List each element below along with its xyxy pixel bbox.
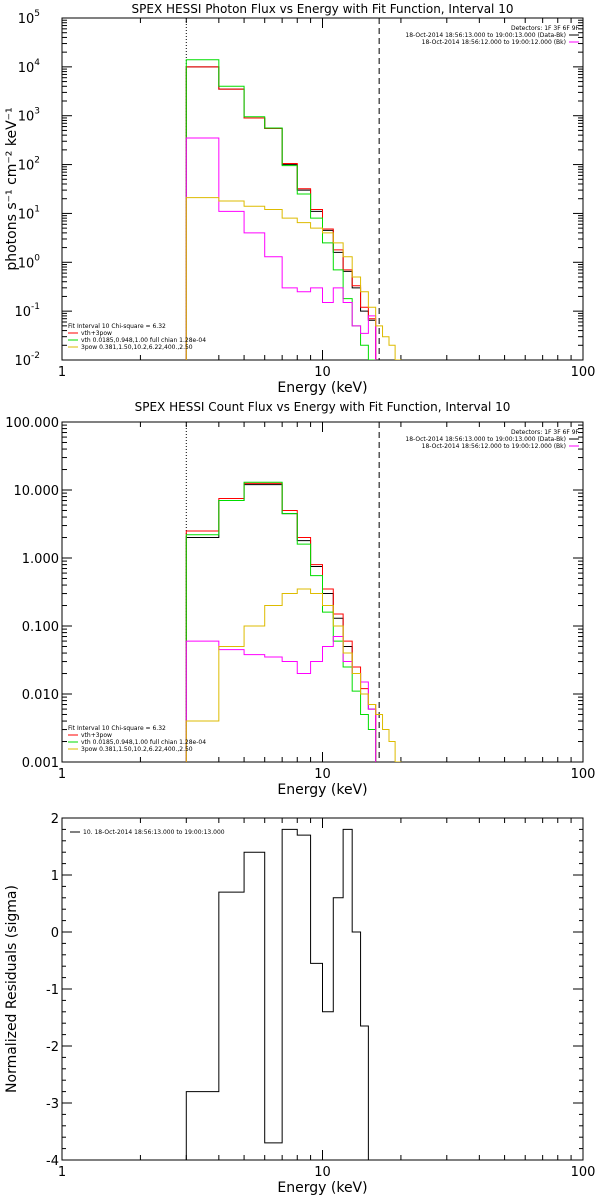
legend-header: Detectors: 1F 3F 6F 9F	[511, 429, 580, 436]
series-line-3	[185, 59, 377, 360]
series-group	[185, 828, 377, 1160]
x-tick-label: 10	[314, 1165, 331, 1180]
y-tick-exponent: -1	[31, 302, 40, 312]
y-tick-label: 100	[18, 253, 41, 271]
legend-entry: vth 0.0185,0.948,1.00 full chian 1.28e-0…	[81, 739, 206, 746]
x-tick-label: 1	[58, 365, 66, 380]
y-tick-base: 10	[18, 110, 35, 125]
y-tick-exponent: 0	[34, 253, 40, 263]
chart-panel-2: SPEX HESSI Count Flux vs Energy with Fit…	[5, 400, 595, 798]
legend-entry: 3pow 0.381,1.50,10.2,6.22,400.,2.50	[81, 344, 193, 351]
legend-header: Fit Interval 10 Chi-square = 6.32	[68, 323, 166, 330]
series-line-1	[185, 484, 377, 762]
legend-header: Fit Interval 10 Chi-square = 6.32	[68, 725, 166, 732]
legend-entry: 18-Oct-2014 18:56:13.000 to 19:00:13.000…	[405, 32, 566, 39]
x-axis-label: Energy (keV)	[277, 380, 367, 396]
y-tick-label: 2	[51, 812, 59, 827]
plot-frame	[61, 17, 584, 361]
legend-entry: 18-Oct-2014 18:56:13.000 to 19:00:13.000…	[405, 436, 566, 443]
y-tick-exponent: 5	[34, 9, 40, 19]
legend-entry: vth+3pow	[81, 330, 112, 337]
y-tick-label: 0.010	[22, 688, 59, 703]
y-tick-exponent: -2	[31, 351, 40, 361]
y-tick-label: 104	[18, 58, 41, 76]
series-line-4	[185, 137, 377, 360]
legend-legend_bottom: Fit Interval 10 Chi-square = 6.32vth+3po…	[68, 323, 206, 351]
series-line-2	[185, 66, 377, 360]
x-axis-label: Energy (keV)	[277, 782, 367, 798]
y-tick-label: 105	[18, 9, 40, 27]
legend-entry: vth 0.0185,0.948,1.00 full chian 1.28e-0…	[81, 337, 206, 344]
series-line-5	[185, 588, 402, 762]
y-tick-label: 100.000	[5, 416, 59, 431]
y-tick-base: 10	[18, 207, 35, 222]
y-tick-label: 0	[51, 926, 59, 941]
legend-header: Detectors: 1F 3F 6F 9F	[511, 25, 580, 32]
y-tick-exponent: 3	[34, 107, 40, 117]
y-tick-label: 1.000	[22, 552, 59, 567]
x-tick-label: 100	[571, 767, 596, 782]
y-tick-base: 10	[18, 12, 35, 27]
y-tick-label: 10-2	[14, 351, 40, 369]
chart-panel-3: 1 10 100 Energy (keV) -4 -3 -2 -1 0 1 2 Normalized …	[4, 812, 595, 1196]
y-tick-base: 10	[18, 256, 35, 271]
y-tick-base: 10	[14, 354, 31, 369]
x-axis-label: Energy (keV)	[277, 1180, 367, 1196]
series-group	[185, 59, 402, 360]
y-tick-label: 0.001	[22, 756, 59, 771]
y-tick-label: 103	[18, 107, 40, 125]
y-tick-label: -1	[46, 983, 59, 998]
legend-entry: 18-Oct-2014 18:56:12.000 to 19:00:12.000…	[422, 443, 566, 450]
series-line-5	[185, 197, 402, 360]
y-tick-label: -4	[46, 1154, 59, 1169]
legend-entry: 3pow 0.381,1.50,10.2,6.22,400.,2.50	[81, 746, 193, 753]
legend-legend_top: 10. 18-Oct-2014 18:56:13.000 to 19:00:13…	[70, 829, 225, 836]
x-tick-label: 1	[58, 1165, 66, 1180]
chart-panel-1: SPEX HESSI Photon Flux vs Energy with Fi…	[4, 2, 595, 396]
series-line-4	[185, 636, 377, 762]
legend-entry: vth+3pow	[81, 732, 112, 739]
legend-entry: 18-Oct-2014 18:56:12.000 to 19:00:12.000…	[422, 39, 566, 46]
y-tick-label: 1	[51, 869, 59, 884]
chart-title: SPEX HESSI Photon Flux vs Energy with Fi…	[132, 2, 514, 16]
x-tick-label: 100	[571, 365, 596, 380]
y-axis-label: Normalized Residuals (sigma)	[4, 885, 20, 1093]
y-tick-label: 10-1	[14, 302, 40, 320]
y-tick-label: -3	[46, 1097, 59, 1112]
series-line-1	[185, 66, 377, 360]
series-group	[185, 481, 402, 762]
x-tick-label: 10	[314, 767, 331, 782]
legend-legend_bottom: Fit Interval 10 Chi-square = 6.32vth+3po…	[68, 725, 206, 753]
y-tick-base: 10	[14, 305, 31, 320]
x-tick-label: 1	[58, 767, 66, 782]
legend-entry: 10. 18-Oct-2014 18:56:13.000 to 19:00:13…	[83, 829, 225, 836]
series-line-3	[185, 481, 377, 762]
y-axis-label: photons s⁻¹ cm⁻² keV⁻¹	[4, 107, 20, 270]
y-tick-label: 10.000	[14, 484, 60, 499]
chart-title: SPEX HESSI Count Flux vs Energy with Fit…	[135, 400, 511, 414]
y-tick-label: 102	[18, 156, 40, 174]
series-line-2	[185, 482, 377, 762]
y-tick-exponent: 2	[34, 156, 40, 166]
x-tick-label: 100	[571, 1165, 596, 1180]
y-tick-label: 0.100	[22, 620, 59, 635]
y-tick-base: 10	[18, 159, 35, 174]
y-tick-exponent: 1	[34, 204, 40, 214]
y-tick-label: 101	[18, 204, 40, 222]
y-tick-exponent: 4	[34, 58, 40, 68]
y-tick-base: 10	[18, 61, 35, 76]
series-line-1	[185, 828, 377, 1160]
x-tick-label: 10	[314, 365, 331, 380]
y-tick-label: -2	[46, 1040, 59, 1055]
